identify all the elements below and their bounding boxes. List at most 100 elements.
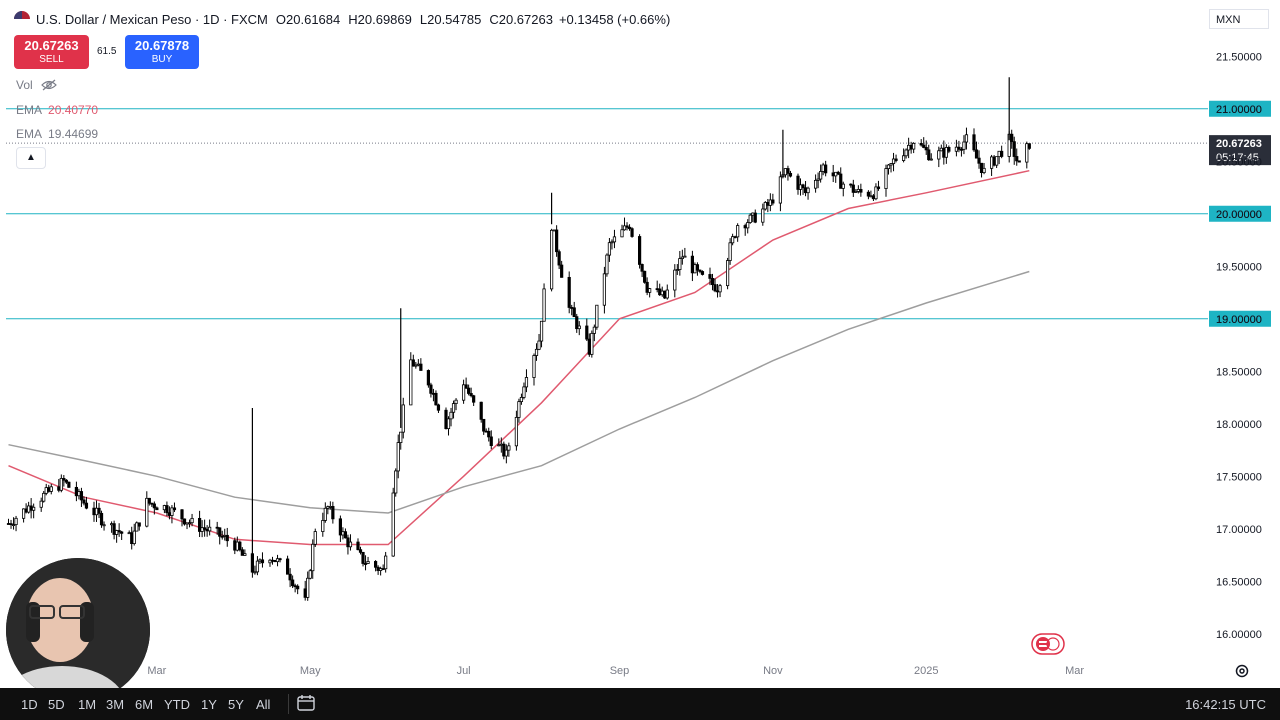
candle-body [841,183,845,189]
candle-body [416,363,420,366]
candle-body [291,579,295,587]
candle-body [115,530,119,535]
candle-body [170,507,174,516]
last-price-tag [1209,135,1271,166]
candle-body [939,147,943,152]
candle-body [803,187,808,194]
candle-body [429,384,433,394]
candle-body [839,173,843,189]
candle-body [869,195,873,198]
candle-body [233,540,237,551]
candle-body [348,541,353,548]
candle-body [964,134,969,143]
range-6m-button[interactable]: 6M [135,697,154,712]
candle-body [21,508,26,519]
candle-body [982,167,986,174]
candle-body [532,355,536,378]
range-1m-button[interactable]: 1M [78,697,97,712]
candle-body [74,486,78,497]
candle-body [889,163,893,166]
settings-gear-icon[interactable] [1234,663,1250,679]
eye-hidden-icon[interactable] [40,79,57,91]
candle-body [185,522,189,525]
candle-body [814,179,818,189]
level-price-label: 21.00000 [1216,104,1262,116]
candle-body [708,274,712,279]
candle-body [409,359,413,406]
collapse-legend-button[interactable]: ▲ [16,147,46,169]
candle-body [14,517,18,526]
candle-body [904,149,908,157]
candle-body [308,570,312,579]
calendar-range-icon[interactable] [296,694,316,712]
candle-body [376,566,380,571]
ema-fast-legend[interactable]: EMA 20.40770 [16,103,98,117]
candle-body [303,588,307,598]
candle-body [165,505,169,514]
candle-body [499,443,503,446]
candle-body [331,506,335,520]
range-ytd-button[interactable]: YTD [164,697,190,712]
candle-body [645,281,649,293]
candle-body [771,199,775,204]
candle-body [886,164,891,169]
candle-body [182,518,187,525]
range-1y-button[interactable]: 1Y [201,697,217,712]
buy-button[interactable]: 20.67878 BUY [125,35,199,69]
candle-body [411,359,415,367]
candle-body [449,411,453,420]
volume-indicator[interactable]: Vol [16,78,57,92]
range-5y-button[interactable]: 5Y [228,697,244,712]
candle-body [381,568,385,570]
range-1d-button[interactable]: 1D [21,697,38,712]
candle-body [270,559,275,562]
candle-body [419,363,423,371]
price-chart[interactable]: 21.00000 20.00000 19.00000 20.67263 05:17:45… [0,0,1280,688]
sell-button[interactable]: 20.67263 SELL [14,35,89,69]
candle-body [235,541,239,551]
candle-body [426,370,431,386]
candle-body [700,271,705,275]
range-all-button[interactable]: All [256,697,271,712]
candle-body [180,509,184,520]
candle-body [763,202,767,210]
candle-body [524,377,529,388]
candle-body [522,386,526,398]
candle-body [278,558,282,561]
candle-body [306,577,310,598]
candle-body [47,487,51,492]
candle-body [197,517,202,532]
candle-body [874,186,878,200]
ema-slow-legend[interactable]: EMA 19.44699 [16,127,98,141]
buy-price: 20.67878 [134,38,190,53]
candle-body [567,276,571,308]
range-5d-button[interactable]: 5D [48,697,65,712]
candle-body [338,518,343,536]
candle-body [997,150,1001,158]
symbol-title[interactable]: U.S. Dollar / Mexican Peso · 1D · FXCM [36,11,268,27]
candle-body [517,401,521,418]
candle-body [84,502,89,509]
candle-body [82,499,86,504]
last-price-label: 20.67263 [1216,138,1262,150]
candle-body [788,172,793,177]
range-3m-button[interactable]: 3M [106,697,125,712]
candle-body [467,387,471,394]
candle-body [391,492,395,557]
candle-body [137,522,141,527]
candle-body [127,532,131,535]
candle-body [919,143,923,146]
candle-body [592,326,596,334]
currency-selector[interactable]: MXN [1209,9,1269,29]
candle-body [258,559,262,562]
candle-body [866,191,871,197]
candle-body [974,149,979,159]
presenter-webcam [6,558,150,702]
candle-body [909,144,913,150]
candle-body [215,526,219,529]
candle-body [610,241,614,244]
candle-body [135,522,139,532]
candle-body [537,340,541,350]
candle-body [373,561,378,568]
candle-body [487,431,491,438]
